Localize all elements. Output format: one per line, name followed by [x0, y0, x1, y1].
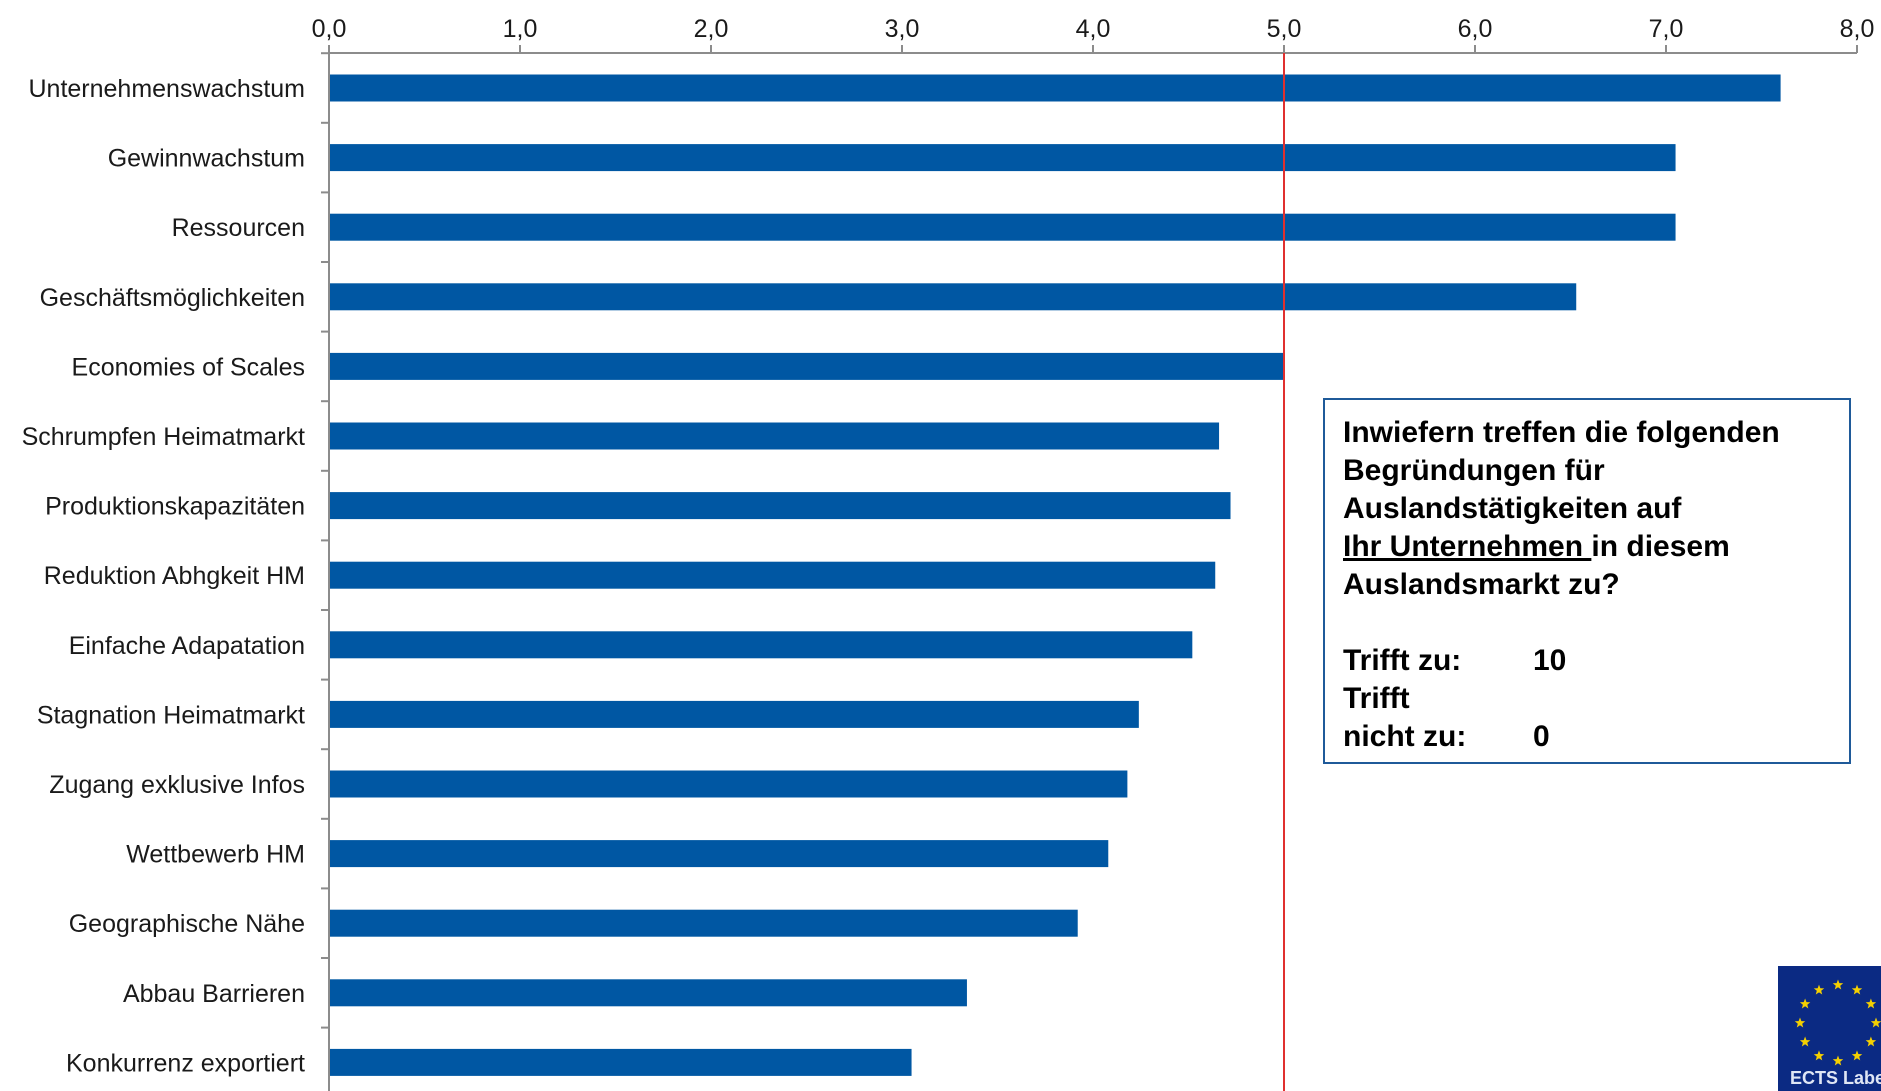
star-icon [1799, 1036, 1811, 1047]
scale-high-label: Trifft zu: [1343, 644, 1462, 677]
x-tick-label: 0,0 [312, 15, 347, 43]
bar [330, 631, 1193, 659]
x-tick-label: 4,0 [1076, 15, 1111, 43]
x-tick-label: 3,0 [885, 15, 920, 43]
question-line-3: Auslandstätigkeiten auf [1343, 492, 1682, 525]
scale-high-value: 10 [1533, 644, 1567, 677]
labels-layer: Unternehmenswachstum Gewinnwachstum Ressou… [22, 75, 305, 1077]
bar [330, 213, 1676, 241]
x-tick-label: 8,0 [1840, 15, 1875, 43]
bar [330, 770, 1128, 798]
category-label: Ressourcen [172, 214, 305, 242]
star-icon [1799, 998, 1811, 1009]
x-tick-label: 5,0 [1267, 15, 1302, 43]
star-icon [1870, 1017, 1881, 1028]
bar [330, 144, 1676, 172]
bar [330, 979, 967, 1007]
scale-low-label-2: nicht zu: [1343, 720, 1467, 753]
scale-low-label-1: Trifft [1343, 682, 1410, 715]
bar [330, 492, 1231, 520]
star-icon [1794, 1017, 1806, 1028]
bar [330, 283, 1577, 311]
star-icon [1865, 1036, 1877, 1047]
star-icon [1813, 984, 1825, 995]
bar [330, 352, 1284, 380]
category-label: Geographische Nähe [69, 910, 305, 938]
scale-low-value: 0 [1533, 720, 1550, 753]
category-label: Einfache Adapatation [69, 632, 305, 660]
category-label: Gewinnwachstum [108, 145, 305, 173]
underlined-company-text: Ihr Unternehmen [1343, 530, 1592, 563]
bar [330, 1048, 912, 1076]
bar [330, 422, 1220, 450]
category-label: Abbau Barrieren [123, 980, 305, 1008]
bars-layer [330, 74, 1781, 1076]
x-tick-label: 1,0 [503, 15, 538, 43]
bar [330, 840, 1109, 868]
rating-scale: Trifft zu: 10 Trifft nicht zu: 0 [1343, 642, 1831, 756]
category-label: Produktionskapazitäten [45, 493, 305, 521]
bar [330, 74, 1781, 102]
category-label: Unternehmenswachstum [28, 75, 305, 103]
category-label: Zugang exklusive Infos [49, 771, 305, 799]
star-icon [1832, 1055, 1844, 1066]
question-line-2: Begründungen für [1343, 454, 1605, 487]
category-label: Reduktion Abhgkeit HM [44, 562, 305, 590]
eu-stars-icon [1794, 979, 1881, 1066]
category-label: Stagnation Heimatmarkt [37, 701, 305, 729]
category-label: Konkurrenz exportiert [66, 1049, 305, 1077]
category-label: Geschäftsmöglichkeiten [40, 284, 305, 312]
x-tick-label: 2,0 [694, 15, 729, 43]
star-icon [1865, 998, 1877, 1009]
bar [330, 700, 1139, 728]
star-icon [1813, 1050, 1825, 1061]
star-icon [1832, 979, 1844, 990]
category-label: Schrumpfen Heimatmarkt [22, 423, 305, 451]
bar [330, 909, 1078, 937]
axis-layer: 0,0 1,0 2,0 3,0 4,0 5,0 6,0 7,0 8,0 [312, 15, 1875, 1091]
bar [330, 561, 1216, 589]
question-line-5: Auslandsmarkt zu? [1343, 568, 1620, 601]
logo-text: ECTS Labe [1790, 1068, 1881, 1088]
star-icon [1851, 1050, 1863, 1061]
category-label: Wettbewerb HM [126, 841, 305, 869]
category-label: Economies of Scales [72, 353, 305, 381]
x-tick-label: 6,0 [1458, 15, 1493, 43]
ects-label-logo: ECTS Labe [1778, 966, 1881, 1091]
question-info-box: Inwiefern treffen die folgenden Begründu… [1323, 398, 1851, 764]
question-line-4-rest: in diesem [1591, 530, 1730, 563]
question-line-1: Inwiefern treffen die folgenden [1343, 416, 1780, 449]
question-line-4: Ihr Unternehmen in diesem [1343, 528, 1831, 566]
star-icon [1851, 984, 1863, 995]
x-tick-label: 7,0 [1649, 15, 1684, 43]
